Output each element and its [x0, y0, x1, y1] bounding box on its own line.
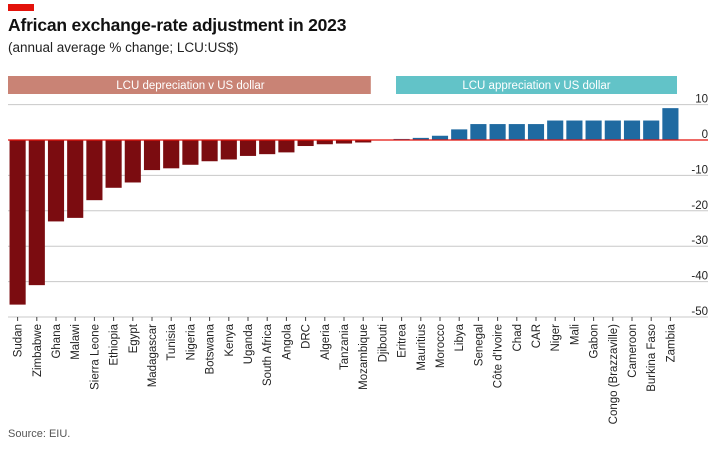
category-label: CAR	[531, 324, 543, 348]
bar-malawi	[67, 140, 84, 218]
category-label: Burkina Faso	[646, 324, 658, 392]
depreciation-band	[8, 76, 371, 94]
bar-botswana	[201, 140, 218, 162]
bar-zimbabwe	[28, 140, 45, 286]
category-label: South Africa	[262, 323, 274, 386]
bar-algeria	[316, 140, 333, 145]
bar-drc	[297, 140, 314, 147]
bar-senegal	[470, 124, 487, 140]
bar-c-te-d-ivoire	[489, 124, 506, 140]
bar-south-africa	[259, 140, 276, 155]
bar-ghana	[47, 140, 65, 222]
chart-subtitle: (annual average % change; LCU:US$)	[8, 40, 239, 55]
category-label: Zambia	[665, 323, 677, 362]
bar-chad	[508, 124, 525, 140]
category-label: Kenya	[224, 323, 236, 356]
y-tick-label: -40	[691, 271, 708, 283]
category-label: Chad	[512, 324, 524, 352]
y-tick-label: -30	[691, 235, 708, 247]
bar-tunisia	[163, 140, 180, 169]
category-label: Tunisia	[166, 323, 178, 360]
category-label: Angola	[281, 323, 293, 359]
category-label: Niger	[550, 324, 562, 352]
category-label: Cameroon	[627, 324, 639, 378]
category-label: Mozambique	[358, 324, 370, 390]
depreciation-band-label: LCU depreciation v US dollar	[116, 80, 264, 92]
category-label: Côte d'Ivoire	[493, 324, 505, 388]
grid-lines	[8, 104, 708, 318]
bar-mali	[566, 120, 583, 140]
category-label: Mali	[569, 324, 581, 345]
bar-tanzania	[335, 140, 353, 144]
category-label: Libya	[454, 323, 466, 351]
category-label: Egypt	[128, 323, 140, 353]
bar-angola	[278, 140, 295, 153]
x-axis-labels: Sudan Zimbabwe Ghana Malawi Sierra Leone Ethi…	[13, 317, 677, 425]
bar-egypt	[124, 140, 141, 183]
y-tick-label: -50	[691, 306, 708, 318]
category-label: Botswana	[205, 323, 217, 374]
bar-mozambique	[355, 140, 372, 143]
bar-cameroon	[623, 120, 641, 140]
bar-madagascar	[143, 140, 161, 171]
source-note: Source: EIU.	[8, 428, 71, 440]
bar-congo-brazzaville-	[604, 120, 621, 140]
y-tick-label: -20	[691, 200, 708, 212]
y-tick-label: 0	[702, 129, 708, 141]
y-axis-ticks: 10 0 -10 -20 -30 -40 -50	[691, 94, 708, 318]
bar-kenya	[220, 140, 237, 160]
category-label: Congo (Brazzaville)	[608, 324, 620, 425]
category-label: Malawi	[70, 324, 82, 360]
chart-title: African exchange-rate adjustment in 2023	[8, 15, 347, 35]
bar-niger	[547, 120, 564, 140]
category-label: Eritrea	[397, 323, 409, 357]
category-label: Ghana	[51, 323, 63, 358]
category-label: Morocco	[435, 324, 447, 368]
category-label: Mauritius	[416, 324, 428, 371]
bar-mauritius	[412, 137, 429, 140]
category-label: Djibouti	[377, 324, 389, 362]
category-label: Madagascar	[147, 324, 159, 387]
category-label: Algeria	[320, 323, 332, 359]
category-label: Gabon	[589, 324, 601, 359]
y-tick-label: -10	[691, 164, 708, 176]
category-label: Sierra Leone	[89, 324, 101, 390]
category-label: Sudan	[13, 324, 25, 357]
bar-ethiopia	[105, 140, 122, 188]
bar-car	[527, 124, 545, 140]
category-label: Tanzania	[339, 323, 351, 370]
category-label: DRC	[301, 324, 313, 349]
bar-gabon	[585, 120, 602, 140]
bar-burkina-faso	[643, 120, 660, 140]
appreciation-band	[396, 76, 677, 94]
category-label: Zimbabwe	[32, 324, 44, 377]
appreciation-band-label: LCU appreciation v US dollar	[462, 80, 610, 92]
bar-libya	[451, 129, 468, 140]
bar-sudan	[9, 140, 26, 305]
category-label: Ethiopia	[109, 323, 121, 365]
bar-zambia	[662, 108, 679, 140]
bars	[9, 108, 679, 305]
category-label: Senegal	[473, 324, 485, 366]
legend-bands: LCU depreciation v US dollar LCU appreci…	[8, 76, 677, 94]
category-label: Uganda	[243, 323, 255, 364]
bar-nigeria	[182, 140, 199, 165]
bar-uganda	[239, 140, 257, 156]
category-label: Nigeria	[185, 323, 197, 360]
brand-tab	[8, 4, 34, 11]
y-tick-label: 10	[695, 94, 708, 106]
bar-morocco	[431, 135, 449, 140]
bar-sierra-leone	[86, 140, 103, 201]
